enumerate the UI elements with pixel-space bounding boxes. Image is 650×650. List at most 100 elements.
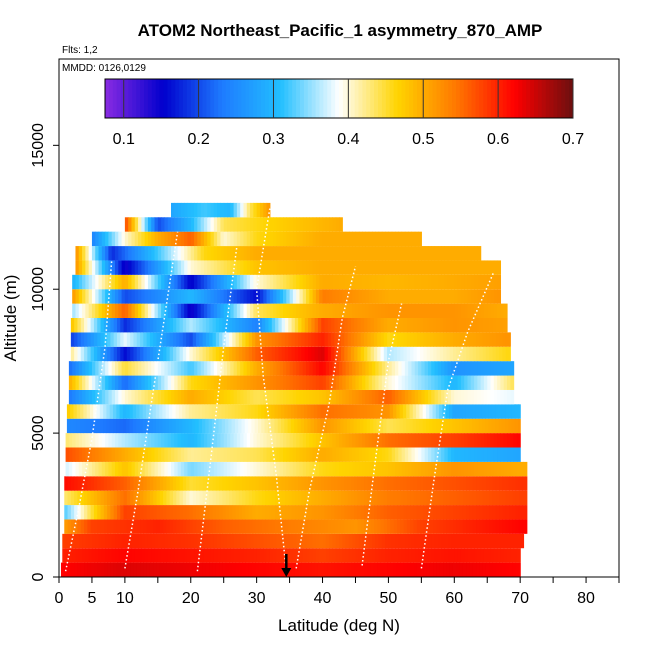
heatmap-cell [470,260,475,275]
heatmap-cell [321,490,326,506]
heatmap-cell [289,461,294,477]
heatmap-cell [507,361,511,376]
heatmap-cell [342,246,347,261]
heatmap-cell [143,519,148,534]
heatmap-cell [451,303,455,318]
heatmap-cell [513,533,518,549]
heatmap-cell [460,533,465,549]
heatmap-cell [497,361,502,376]
heatmap-cell [331,346,335,362]
heatmap-cell [182,346,187,362]
heatmap-cell [508,519,513,534]
heatmap-cell [345,548,350,563]
heatmap-cell [497,433,502,448]
heatmap-cell [377,505,382,520]
heatmap-cell [80,490,85,506]
heatmap-cell [172,505,177,520]
heatmap-cell [377,346,382,362]
heatmap-cell [256,433,261,448]
heatmap-cell [477,461,482,477]
heatmap-cell [483,289,488,304]
heatmap-cell [188,404,193,419]
heatmap-cell [101,274,106,290]
heatmap-cell [166,318,171,333]
heatmap-cell [275,505,279,520]
heatmap-cell [286,289,291,304]
heatmap-cell [441,533,446,549]
heatmap-cell [172,418,177,434]
heatmap-cell [261,562,266,577]
colorbar-swatch [448,79,453,118]
heatmap-cell [488,404,493,419]
heatmap-cell [395,461,399,477]
heatmap-cell [308,476,312,491]
heatmap-cell [271,519,276,534]
heatmap-cell [413,562,418,577]
heatmap-cell [420,490,424,506]
heatmap-cell [347,346,352,362]
colorbar-swatch [471,79,476,118]
heatmap-cell [388,246,393,261]
heatmap-cell [314,332,319,347]
heatmap-cell [147,533,152,549]
heatmap-cell [265,519,270,534]
heatmap-cell [322,246,327,261]
heatmap-cell [329,361,334,376]
heatmap-cell [291,562,296,577]
heatmap-cell [447,260,452,275]
heatmap-cell [187,548,192,563]
heatmap-cell [385,433,390,448]
heatmap-cell [250,289,254,304]
heatmap-cell [335,375,340,390]
heatmap-cell [347,505,352,520]
heatmap-cell [192,404,196,419]
heatmap-cell [107,519,111,534]
heatmap-cell [350,404,355,419]
heatmap-cell [180,289,185,304]
heatmap-cell [253,461,258,477]
heatmap-cell [286,303,291,318]
latitude-marker [281,553,292,577]
heatmap-cell [292,375,297,390]
heatmap-cell [371,375,376,390]
heatmap-cell [403,519,408,534]
heatmap-cell [149,562,154,577]
heatmap-cell [76,404,81,419]
heatmap-cell [132,418,137,434]
heatmap-cell [174,533,179,549]
heatmap-cell [184,289,189,304]
heatmap-cell [371,231,376,247]
heatmap-cell [315,375,320,390]
heatmap-cell [319,289,324,304]
heatmap-cell [298,490,303,506]
heatmap-cell [177,217,182,232]
heatmap-cell [508,418,513,434]
heatmap-cell [421,533,426,549]
heatmap-cell [395,274,399,290]
heatmap-cell [246,289,251,304]
heatmap-cell [253,361,258,376]
heatmap-cell [240,202,245,218]
heatmap-cell [489,332,494,347]
heatmap-cell [78,303,83,318]
heatmap-cell [284,318,289,333]
heatmap-cell [187,260,192,275]
heatmap-cell [434,433,439,448]
heatmap-cell [404,548,409,563]
heatmap-cell [360,490,365,506]
colorbar-swatch [342,79,348,118]
heatmap-cell [235,476,240,491]
heatmap-cell [171,289,175,304]
heatmap-cell [485,519,490,534]
heatmap-cell [458,418,463,434]
heatmap-cell [105,375,110,390]
heatmap-row-22 [75,246,482,261]
heatmap-cell [512,505,517,520]
heatmap-cell [177,461,182,477]
heatmap-cell [154,303,159,318]
heatmap-cell [180,433,185,448]
heatmap-cell [424,361,429,376]
heatmap-cell [101,231,106,247]
heatmap-cell [250,246,254,261]
heatmap-cell [358,433,363,448]
